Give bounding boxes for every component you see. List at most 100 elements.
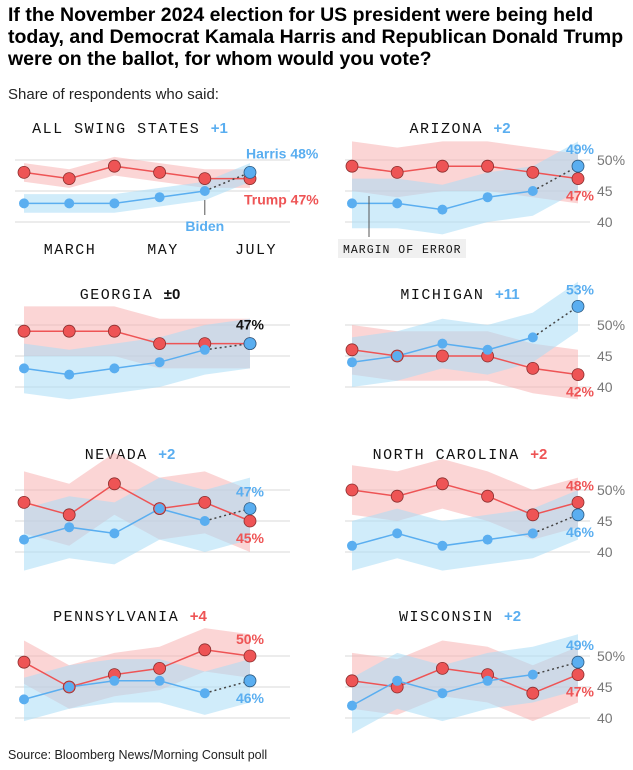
dem-point — [154, 503, 165, 514]
dem-point — [109, 363, 120, 374]
panel-change-value: +1 — [211, 120, 228, 137]
dem-margin-band — [352, 490, 578, 571]
biden-to-harris-connector — [532, 165, 579, 192]
dem-end-label: Harris 48% — [246, 145, 319, 161]
dem-point — [482, 344, 493, 355]
rep-point — [17, 324, 31, 338]
rep-line — [23, 649, 251, 688]
dem-point — [109, 528, 120, 539]
rep-point — [435, 349, 449, 363]
rep-point — [17, 165, 31, 179]
dem-point — [243, 674, 257, 688]
y-tick-label: 40 — [597, 710, 613, 726]
chart-title: If the November 2024 election for US pre… — [8, 4, 624, 70]
dem-point — [347, 198, 357, 209]
x-axis-label: MARCH — [44, 242, 97, 259]
dem-point — [199, 688, 210, 699]
dem-point — [19, 534, 29, 545]
dem-point — [199, 186, 210, 196]
rep-point — [17, 655, 31, 669]
panel-state-name: PENNSYLVANIA — [53, 609, 190, 626]
dem-point — [199, 516, 210, 526]
rep-end-label: 45% — [236, 530, 265, 546]
rep-point — [243, 514, 257, 528]
rep-point — [526, 165, 540, 179]
dem-margin-band — [24, 659, 250, 722]
dem-point — [527, 528, 538, 539]
rep-point — [345, 674, 359, 688]
dem-point — [64, 522, 75, 533]
panel-title: MICHIGAN +11 — [400, 286, 519, 304]
rep-point — [62, 172, 76, 186]
panel-change-value: +2 — [493, 120, 510, 137]
dem-point — [392, 198, 403, 209]
x-axis-label: JULY — [235, 242, 277, 259]
dem-margin-band — [352, 281, 578, 387]
rep-point — [108, 324, 121, 338]
rep-point — [345, 159, 359, 173]
rep-point — [345, 483, 359, 497]
dem-point — [347, 540, 357, 551]
dem-end-label: 46% — [566, 524, 595, 540]
y-tick-label: 50% — [597, 648, 625, 664]
rep-point — [435, 662, 449, 675]
dem-point — [64, 198, 75, 209]
panel-change-value: +11 — [495, 286, 520, 303]
dem-margin-band — [352, 141, 578, 235]
rep-point — [198, 172, 212, 186]
rep-point — [198, 643, 212, 657]
rep-point — [571, 495, 585, 509]
dem-point — [437, 540, 448, 551]
rep-point — [153, 165, 167, 179]
dem-point — [482, 192, 493, 203]
y-tick-label: 40 — [597, 379, 613, 395]
rep-line — [351, 483, 579, 516]
tie-end-label: 47% — [236, 317, 265, 333]
panel-all-swing-states: ALL SWING STATES +1 Harris 48% Trump 47% Bi… — [15, 120, 319, 259]
rep-point — [435, 159, 449, 173]
rep-point — [62, 508, 76, 522]
rep-point — [571, 668, 585, 681]
y-tick-label: 45 — [597, 679, 613, 695]
x-axis-label: MAY — [147, 242, 179, 259]
dem-point — [19, 198, 29, 209]
rep-point — [62, 324, 76, 338]
biden-to-harris-connector — [532, 514, 579, 535]
panel-change-value: ±0 — [164, 286, 181, 303]
y-tick-label: 45 — [597, 348, 613, 364]
rep-point — [390, 489, 404, 503]
dem-point — [571, 508, 585, 522]
panel-arizona: 50% 45 40 ARIZONA +2 49% 47% MARGIN OF ERROR — [338, 120, 625, 258]
y-tick-label: 40 — [597, 214, 613, 230]
panel-nevada: NEVADA +2 47% 45% — [15, 446, 290, 571]
rep-end-label: 48% — [566, 477, 595, 493]
dem-margin-band — [24, 318, 250, 400]
y-tick-label: 40 — [597, 544, 613, 560]
dem-point — [19, 694, 29, 705]
margin-of-error-annotation: MARGIN OF ERROR — [343, 244, 462, 257]
dem-point — [482, 534, 493, 545]
panel-title: NEVADA +2 — [85, 446, 176, 464]
rep-line — [351, 349, 579, 376]
panel-pennsylvania: PENNSYLVANIA +4 46% 50% — [15, 608, 290, 722]
dem-end-label: 47% — [236, 484, 265, 500]
source-note: Source: Bloomberg News/Morning Consult p… — [8, 748, 268, 762]
dem-point — [64, 369, 75, 380]
dem-point — [243, 502, 257, 516]
panel-north-carolina: 50% 45 40 NORTH CAROLINA +2 46% 48% — [345, 446, 625, 571]
dem-point — [392, 351, 403, 361]
panel-title: GEORGIA ±0 — [80, 286, 181, 304]
rep-end-label: 47% — [566, 684, 595, 700]
dem-point — [527, 332, 538, 343]
rep-point — [481, 159, 495, 173]
dem-point — [19, 363, 29, 374]
y-tick-label: 45 — [597, 513, 613, 529]
rep-point — [198, 495, 212, 509]
panel-title: NORTH CAROLINA +2 — [373, 446, 548, 464]
y-tick-label: 45 — [597, 183, 613, 199]
biden-to-harris-connector — [204, 171, 251, 192]
dem-point — [347, 357, 357, 368]
dem-point — [154, 192, 165, 203]
dem-point — [392, 675, 403, 686]
y-tick-label: 50% — [597, 482, 625, 498]
